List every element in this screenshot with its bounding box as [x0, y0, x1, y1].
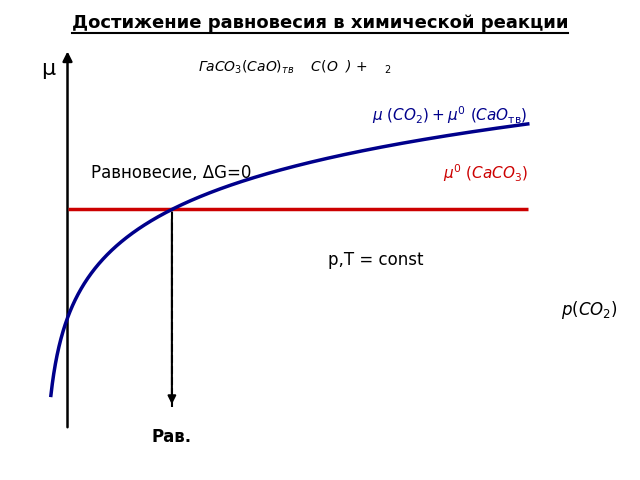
Text: $\mathit{ГаCO_3(CaO)_{тв}}$    $\mathit{С}(O$  ) +    $_2$: $\mathit{ГаCO_3(CaO)_{тв}}$ $\mathit{С}(… [198, 59, 392, 76]
Text: $\mu\ (CO_2)+\mu^0\ (CaO_{\text{тв}})$: $\mu\ (CO_2)+\mu^0\ (CaO_{\text{тв}})$ [372, 104, 528, 126]
Text: $\mu^0\ (CaCO_3)$: $\mu^0\ (CaCO_3)$ [442, 162, 528, 184]
Text: Равновесие, ΔG=0: Равновесие, ΔG=0 [92, 164, 252, 182]
Text: $p(CO_2)$: $p(CO_2)$ [561, 299, 618, 321]
Text: μ: μ [42, 59, 56, 79]
Text: p,T = const: p,T = const [328, 251, 424, 269]
Text: Достижение равновесия в химической реакции: Достижение равновесия в химической реакц… [72, 14, 568, 33]
Text: Рав.: Рав. [152, 428, 192, 446]
